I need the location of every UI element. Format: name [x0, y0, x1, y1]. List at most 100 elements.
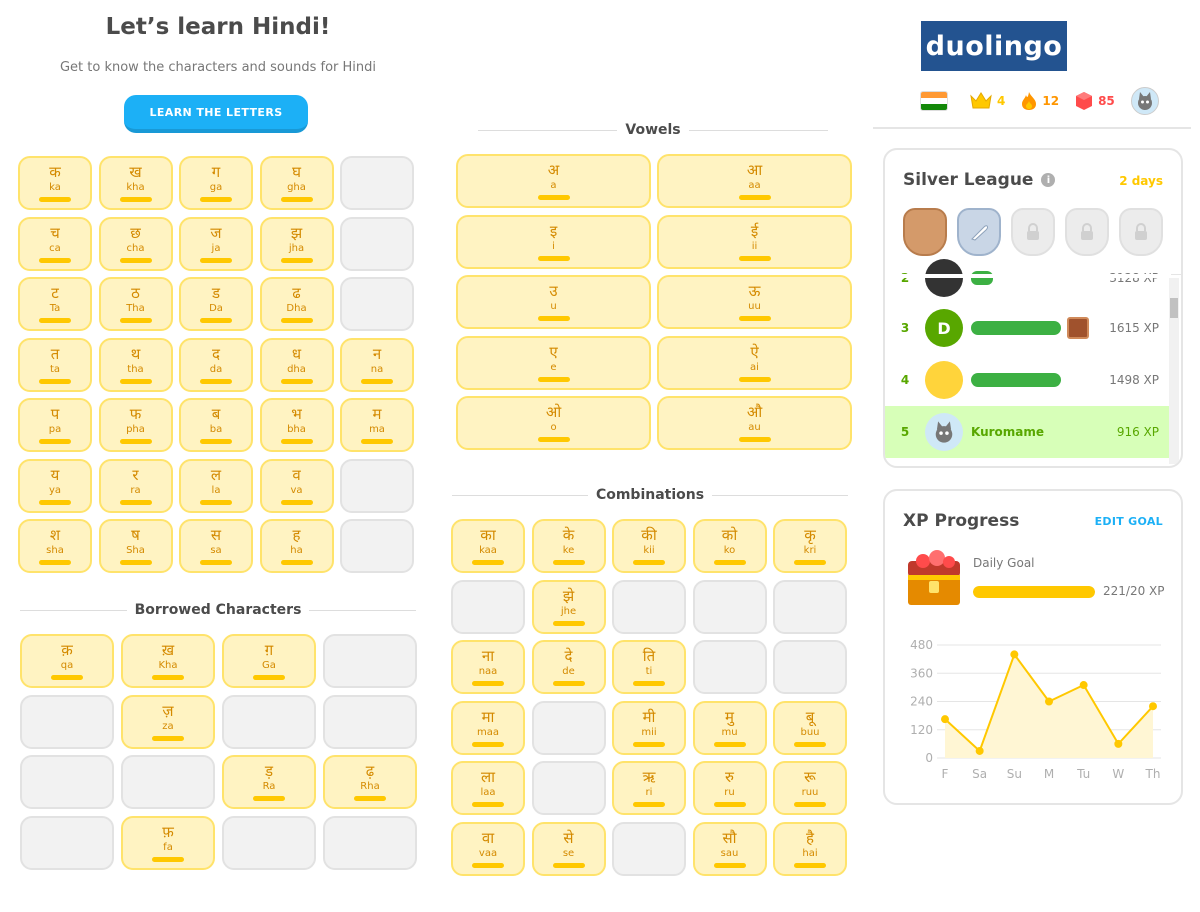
character-glyph: रू	[804, 768, 816, 786]
consonant-tile[interactable]: ध dha	[259, 337, 334, 392]
consonant-tile[interactable]: ह ha	[259, 519, 334, 573]
combination-tile[interactable]: बू buu	[773, 700, 847, 755]
combination-tile[interactable]: कृ kri	[773, 519, 847, 573]
edit-goal-link[interactable]: EDIT GOAL	[1094, 515, 1163, 528]
combination-tile[interactable]: ला laa	[451, 761, 525, 815]
borrowed-character-tile[interactable]: ख़ Kha	[121, 634, 215, 688]
consonant-tile[interactable]: य ya	[18, 458, 92, 513]
combination-tile[interactable]: रु ru	[692, 761, 767, 815]
transliteration: ti	[645, 666, 653, 677]
vowel-tile[interactable]: आ aa	[657, 154, 852, 208]
consonant-tile[interactable]: द da	[179, 337, 253, 392]
transliteration: sau	[720, 847, 739, 859]
consonant-tile[interactable]: ब ba	[179, 398, 253, 452]
daily-goal-label: Daily Goal	[973, 556, 1035, 570]
data-point	[941, 715, 949, 724]
x-tick-label: W	[1112, 767, 1124, 781]
scrollbar-thumb[interactable]	[1170, 298, 1178, 318]
combination-tile[interactable]: मा maa	[451, 700, 525, 755]
consonant-tile[interactable]: स sa	[179, 519, 253, 573]
combination-tile[interactable]: ति ti	[612, 640, 686, 694]
combination-tile[interactable]: के ke	[531, 519, 606, 573]
consonant-tile[interactable]: ग ga	[179, 156, 253, 210]
transliteration: kaa	[479, 545, 497, 556]
character-glyph: को	[721, 526, 738, 544]
borrowed-character-tile[interactable]: क़ qa	[20, 634, 114, 688]
profile-avatar[interactable]	[1130, 87, 1159, 115]
consonant-tile[interactable]: त ta	[18, 337, 92, 392]
combination-tile[interactable]: मु mu	[692, 700, 767, 755]
combination-tile[interactable]: का kaa	[451, 519, 525, 573]
mastery-bar	[361, 439, 393, 444]
combination-tile[interactable]: ऋ ri	[612, 761, 686, 815]
combination-tile[interactable]: से se	[531, 821, 606, 876]
mastery-bar	[537, 195, 570, 200]
gems-stat[interactable]: 85	[1075, 91, 1115, 111]
duolingo-logo[interactable]: duolingo	[921, 21, 1067, 71]
vowel-tile[interactable]: औ au	[657, 396, 852, 450]
combination-tile[interactable]: वा vaa	[451, 821, 525, 876]
consonant-tile[interactable]: व va	[259, 458, 334, 513]
borrowed-character-tile[interactable]: ग़ Ga	[222, 634, 316, 688]
combination-tile[interactable]: की kii	[612, 519, 686, 573]
borrowed-character-tile[interactable]: ड़ Ra	[222, 755, 316, 809]
consonant-tile[interactable]: घ gha	[259, 156, 334, 210]
crowns-stat[interactable]: 4	[970, 92, 1005, 110]
consonant-tile[interactable]: च ca	[18, 216, 92, 271]
transliteration: u	[550, 301, 557, 312]
consonant-tile[interactable]: थ tha	[98, 337, 173, 392]
borrowed-character-tile[interactable]: ढ़ Rha	[323, 755, 417, 809]
consonant-tile[interactable]: ख kha	[98, 156, 173, 210]
leaderboard-row[interactable]: 4 1498 XP	[885, 354, 1171, 406]
empty-tile	[612, 821, 686, 876]
combination-tile[interactable]: दे de	[531, 640, 606, 694]
india-flag-icon[interactable]	[920, 91, 948, 111]
stats-bar: 4 12 85	[920, 86, 1180, 116]
consonant-tile[interactable]: छ cha	[98, 216, 173, 271]
leaderboard-row-current-user[interactable]: 5 Kuromame 916 XP	[885, 406, 1171, 458]
mastery-bar	[713, 741, 746, 747]
consonant-tile[interactable]: म ma	[340, 398, 414, 452]
consonant-tile[interactable]: ट Ta	[18, 277, 92, 331]
info-icon[interactable]: i	[1041, 173, 1056, 187]
combination-tile[interactable]: रू ruu	[773, 761, 847, 815]
combination-tile[interactable]: सौ sau	[692, 821, 767, 876]
streak-stat[interactable]: 12	[1021, 91, 1059, 111]
combination-tile[interactable]: को ko	[692, 519, 767, 573]
consonant-tile[interactable]: ष Sha	[98, 519, 173, 573]
combination-tile[interactable]: मी mii	[612, 700, 686, 755]
vowel-tile[interactable]: ऐ ai	[657, 335, 852, 390]
borrowed-character-tile[interactable]: ज़ za	[121, 694, 215, 749]
combination-tile[interactable]: झे jhe	[531, 579, 606, 634]
combination-tile[interactable]: ना naa	[451, 640, 525, 694]
leaderboard-row[interactable]: 3 D 1615 XP	[885, 302, 1171, 354]
consonant-tile[interactable]: ठ Tha	[98, 277, 173, 331]
leaderboard-row[interactable]: 2 3128 XP	[885, 252, 1171, 304]
consonant-tile[interactable]: ज ja	[179, 216, 253, 271]
vowel-tile[interactable]: ई ii	[657, 214, 852, 269]
consonant-tile[interactable]: र ra	[98, 458, 173, 513]
consonant-tile[interactable]: झ jha	[259, 216, 334, 271]
combination-tile[interactable]: है hai	[773, 821, 847, 876]
empty-tile	[612, 579, 686, 634]
consonant-tile[interactable]: फ pha	[98, 398, 173, 452]
borrowed-character-tile[interactable]: फ़ fa	[121, 815, 215, 870]
consonant-tile[interactable]: न na	[340, 337, 414, 392]
consonant-tile[interactable]: ल la	[179, 458, 253, 513]
learn-the-letters-button[interactable]: LEARN THE LETTERS	[124, 95, 308, 133]
league-scrollbar[interactable]	[1169, 278, 1179, 464]
mastery-bar	[200, 318, 232, 323]
vowel-tile[interactable]: ऊ uu	[657, 275, 852, 329]
consonant-tile[interactable]: श sha	[18, 519, 92, 573]
consonant-tile[interactable]: प pa	[18, 398, 92, 452]
consonant-tile[interactable]: भ bha	[259, 398, 334, 452]
character-glyph: ऋ	[642, 768, 656, 786]
consonant-tile[interactable]: ड Da	[179, 277, 253, 331]
consonant-tile[interactable]: क ka	[18, 156, 92, 210]
consonant-tile[interactable]: ढ Dha	[259, 277, 334, 331]
